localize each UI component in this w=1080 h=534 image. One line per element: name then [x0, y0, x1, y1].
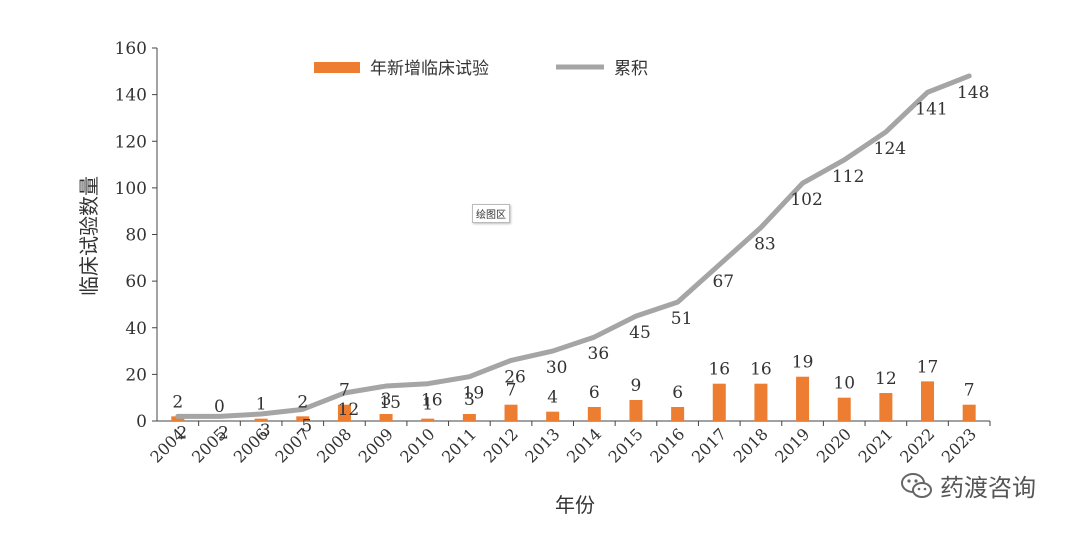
bar-2018 [754, 383, 768, 421]
cumulative-value-label: 19 [463, 384, 485, 404]
bar-value-label: 0 [214, 397, 225, 417]
x-tick-label: 2009 [355, 424, 397, 466]
wechat-icon [901, 472, 932, 498]
bar-2008 [337, 404, 351, 421]
y-tick-label: 20 [125, 365, 147, 385]
cumulative-value-label: 16 [421, 391, 443, 411]
bar-2014 [587, 407, 601, 421]
bar-2011 [462, 414, 476, 421]
bar-value-label: 19 [792, 353, 814, 373]
y-tick-label: 160 [115, 39, 147, 59]
bar-value-label: 12 [875, 369, 897, 389]
bar-value-label: 1 [422, 395, 433, 415]
y-axis-title: 临床试验数量 [77, 176, 101, 296]
bar-value-label: 9 [631, 376, 642, 396]
bar-value-label: 7 [506, 381, 517, 401]
bar-value-label: 6 [672, 383, 683, 403]
bar-value-label: 4 [547, 388, 558, 408]
x-tick-label: 2022 [896, 424, 938, 466]
bar-2010 [421, 418, 435, 421]
x-tick-label: 2021 [854, 424, 896, 466]
bar-series [171, 376, 976, 421]
bar-value-label: 3 [464, 390, 475, 410]
x-tick-label: 2016 [646, 424, 688, 466]
bar-value-label: 10 [833, 374, 855, 394]
bar-value-label: 2 [297, 392, 308, 412]
cumulative-value-label: 102 [790, 190, 822, 210]
cumulative-value-label: 67 [712, 272, 734, 292]
x-tick-label: 2019 [771, 424, 813, 466]
y-tick-label: 100 [115, 179, 147, 199]
bar-value-label: 7 [964, 381, 975, 401]
bar-2012 [504, 404, 518, 421]
cumulative-value-label: 148 [957, 83, 989, 103]
x-tick-label: 2018 [730, 424, 772, 466]
cumulative-value-label: 45 [629, 323, 651, 343]
watermark-text: 药渡咨询 [940, 474, 1036, 502]
bar-value-label: 16 [750, 360, 772, 380]
bar-value-label: 2 [172, 392, 183, 412]
x-tick-label: 2017 [688, 424, 730, 466]
cumulative-value-label: 83 [754, 235, 776, 255]
bar-2022 [921, 381, 935, 421]
watermark: 药渡咨询 [900, 468, 1036, 503]
bar-value-label: 3 [381, 390, 392, 410]
cumulative-value-label: 51 [671, 309, 693, 329]
legend-label-cumulative: 累积 [614, 59, 648, 79]
bar-value-label: 6 [589, 383, 600, 403]
y-tick-label: 60 [125, 272, 147, 292]
legend-label-new: 年新增临床试验 [370, 59, 489, 79]
y-tick-label: 40 [125, 319, 147, 339]
bar-2006 [254, 418, 268, 421]
bar-2019 [796, 376, 810, 421]
cumulative-value-label: 5 [301, 416, 312, 436]
plot-area-tag: 绘图区 [472, 204, 510, 223]
bar-2009 [379, 414, 393, 421]
x-tick-label: 2013 [521, 424, 563, 466]
line-series [175, 73, 972, 419]
cumulative-value-label: 2 [176, 423, 187, 443]
cumulative-value-label: 30 [546, 358, 568, 378]
bar-2021 [879, 393, 893, 421]
bar-2013 [546, 411, 560, 421]
y-tick-label: 120 [115, 132, 147, 152]
bar-2007 [296, 416, 310, 421]
cumulative-value-label: 141 [915, 99, 947, 119]
x-tick-label: 2023 [938, 424, 980, 466]
bar-value-label: 1 [256, 395, 267, 415]
x-tick-label: 2015 [605, 424, 647, 466]
cumulative-value-label: 124 [874, 139, 906, 159]
legend-swatch-new [314, 62, 360, 73]
cumulative-line [175, 73, 972, 419]
y-tick-label: 140 [115, 86, 147, 106]
y-tick-label: 80 [125, 226, 147, 246]
cumulative-value-label: 3 [260, 421, 271, 441]
cumulative-value-label: 15 [379, 393, 401, 413]
bar-2016 [671, 407, 685, 421]
bar-2017 [712, 383, 726, 421]
bar-2020 [837, 397, 851, 421]
cumulative-value-label: 112 [832, 167, 864, 187]
bar-2015 [629, 400, 643, 421]
bar-value-label: 17 [917, 357, 939, 377]
y-tick-label: 0 [136, 412, 147, 432]
x-tick-label: 2010 [396, 424, 438, 466]
x-tick-label: 2008 [313, 424, 355, 466]
cumulative-value-label: 12 [338, 400, 360, 420]
bar-2023 [962, 404, 976, 421]
bar-value-label: 16 [708, 360, 730, 380]
x-tick-label: 2020 [813, 424, 855, 466]
x-tick-label: 2014 [563, 424, 605, 466]
cumulative-value-label: 26 [504, 367, 526, 387]
x-tick-label: 2011 [438, 424, 480, 466]
x-axis-title: 年份 [555, 493, 595, 517]
cumulative-value-label: 36 [588, 344, 610, 364]
bar-value-label: 7 [339, 381, 350, 401]
x-tick-label: 2012 [480, 424, 522, 466]
cumulative-value-label: 2 [218, 423, 229, 443]
legend: 年新增临床试验 累积 [314, 59, 648, 79]
